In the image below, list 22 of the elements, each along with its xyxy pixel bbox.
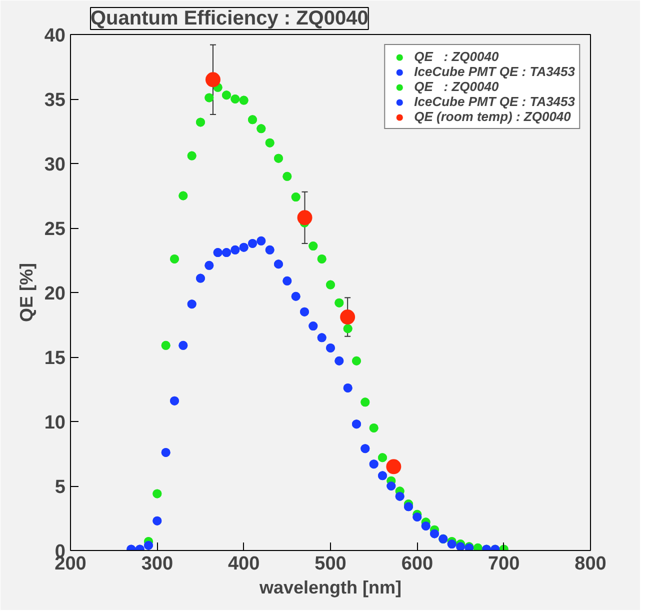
legend-label: IceCube PMT QE : TA3453 (414, 64, 575, 79)
x-tick-label: 600 (401, 554, 434, 574)
x-tick-label: 400 (228, 554, 260, 574)
chart-title: Quantum Efficiency : ZQ0040 (90, 8, 368, 30)
x-tick-label: 300 (141, 554, 174, 574)
x-axis-title: wavelength [nm] (258, 578, 402, 598)
legend-label: IceCube PMT QE : TA3453 (414, 94, 575, 109)
y-tick-label: 35 (44, 90, 66, 111)
x-tick-label: 700 (488, 554, 520, 574)
x-tick-label: 500 (314, 554, 346, 574)
y-tick-label: 20 (44, 284, 66, 304)
x-tick-label: 800 (574, 554, 606, 574)
y-axis-title: QE [%] (16, 262, 36, 322)
y-tick-label: 5 (54, 477, 66, 498)
legend-label: QE (room temp) : ZQ0040 (414, 109, 571, 124)
y-tick-label: 40 (44, 26, 66, 46)
y-tick-label: 15 (44, 348, 66, 369)
y-tick-label: 30 (44, 154, 66, 176)
legend-label: QE : ZQ0040 (414, 79, 499, 94)
legend-label: QE : ZQ0040 (414, 49, 499, 64)
y-tick-label: 10 (44, 412, 66, 434)
y-tick-label: 25 (44, 219, 66, 240)
